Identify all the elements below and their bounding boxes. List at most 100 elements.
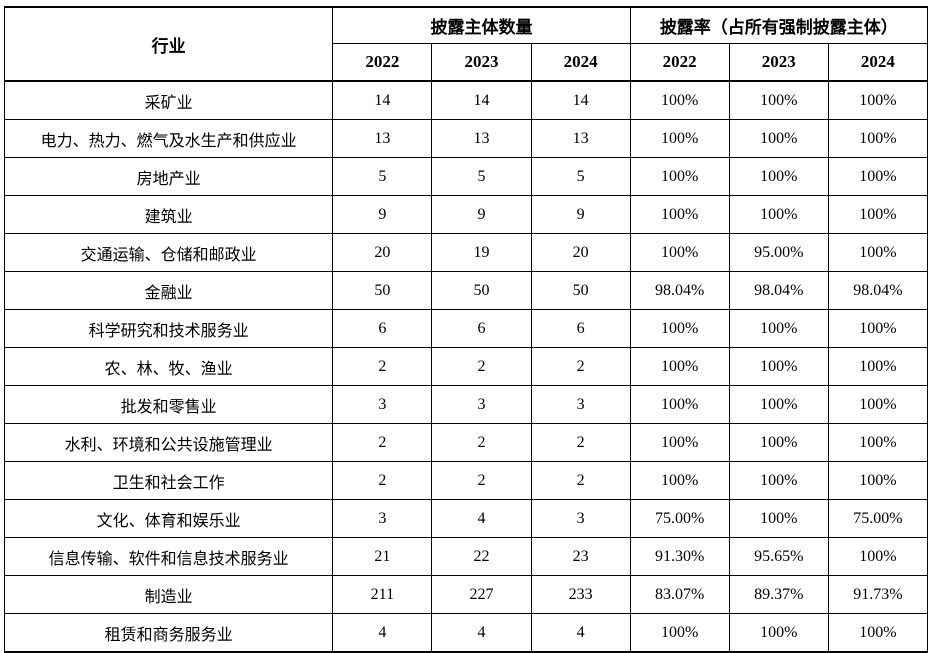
industry-cell: 文化、体育和娱乐业	[3, 499, 334, 538]
count-cell: 2	[530, 461, 631, 500]
table-row: 信息传输、软件和信息技术服务业 21 22 23 91.30% 95.65% 100%	[3, 537, 929, 576]
rate-cell: 91.73%	[827, 575, 929, 614]
header-count-year: 2024	[530, 43, 631, 82]
header-row-years: 2022 2023 2024 2022 2023 2024	[5, 43, 929, 82]
count-cell: 14	[530, 80, 631, 120]
industry-cell: 制造业	[3, 575, 334, 614]
count-cell: 2	[530, 347, 631, 386]
table-row: 卫生和社会工作 2 2 2 100% 100% 100%	[3, 461, 929, 500]
industry-cell: 水利、环境和公共设施管理业	[3, 423, 334, 462]
rate-cell: 100%	[728, 157, 829, 196]
rate-cell: 100%	[728, 461, 829, 500]
table-row: 科学研究和技术服务业 6 6 6 100% 100% 100%	[3, 309, 929, 348]
count-cell: 13	[530, 119, 631, 158]
header-rate-year: 2024	[827, 43, 929, 82]
table-row: 文化、体育和娱乐业 3 4 3 75.00% 100% 75.00%	[3, 499, 929, 538]
count-cell: 19	[431, 233, 532, 272]
count-cell: 14	[332, 80, 433, 120]
rate-cell: 100%	[827, 461, 929, 500]
rate-cell: 100%	[629, 309, 730, 348]
industry-cell: 交通运输、仓储和邮政业	[3, 233, 334, 272]
rate-cell: 95.00%	[728, 233, 829, 272]
disclosure-table: 行业 披露主体数量 披露率（占所有强制披露主体） 2022 2023 2024 …	[3, 6, 929, 653]
header-industry: 行业	[3, 6, 334, 82]
industry-cell: 科学研究和技术服务业	[3, 309, 334, 348]
rate-cell: 100%	[827, 80, 929, 120]
rate-cell: 100%	[728, 423, 829, 462]
industry-cell: 批发和零售业	[3, 385, 334, 424]
table-row: 采矿业 14 14 14 100% 100% 100%	[3, 80, 929, 120]
industry-cell: 电力、热力、燃气及水生产和供应业	[3, 119, 334, 158]
header-rate-year: 2022	[629, 43, 730, 82]
table-header: 行业 披露主体数量 披露率（占所有强制披露主体） 2022 2023 2024 …	[3, 6, 929, 82]
count-cell: 50	[332, 271, 433, 310]
rate-cell: 100%	[827, 423, 929, 462]
count-cell: 21	[332, 537, 433, 576]
rate-cell: 100%	[827, 613, 929, 653]
count-cell: 9	[530, 195, 631, 234]
table-row: 制造业 211 227 233 83.07% 89.37% 91.73%	[3, 575, 929, 614]
count-cell: 211	[332, 575, 433, 614]
header-count-year: 2022	[332, 43, 433, 82]
table-row: 农、林、牧、渔业 2 2 2 100% 100% 100%	[3, 347, 929, 386]
table-row: 金融业 50 50 50 98.04% 98.04% 98.04%	[3, 271, 929, 310]
rate-cell: 100%	[827, 385, 929, 424]
industry-cell: 租赁和商务服务业	[3, 613, 334, 653]
rate-cell: 100%	[629, 347, 730, 386]
rate-cell: 100%	[728, 80, 829, 120]
rate-cell: 75.00%	[827, 499, 929, 538]
rate-cell: 100%	[827, 309, 929, 348]
count-cell: 6	[332, 309, 433, 348]
count-cell: 22	[431, 537, 532, 576]
rate-cell: 100%	[728, 385, 829, 424]
rate-cell: 100%	[629, 119, 730, 158]
table-row: 建筑业 9 9 9 100% 100% 100%	[3, 195, 929, 234]
count-cell: 4	[530, 613, 631, 653]
count-cell: 2	[332, 347, 433, 386]
rate-cell: 100%	[827, 233, 929, 272]
rate-cell: 100%	[827, 157, 929, 196]
header-rate-year: 2023	[728, 43, 829, 82]
rate-cell: 83.07%	[629, 575, 730, 614]
rate-cell: 100%	[629, 613, 730, 653]
rate-cell: 98.04%	[728, 271, 829, 310]
rate-cell: 100%	[629, 80, 730, 120]
industry-cell: 采矿业	[3, 80, 334, 120]
rate-cell: 100%	[728, 195, 829, 234]
count-cell: 4	[431, 499, 532, 538]
count-cell: 227	[431, 575, 532, 614]
rate-cell: 75.00%	[629, 499, 730, 538]
industry-cell: 房地产业	[3, 157, 334, 196]
rate-cell: 100%	[629, 423, 730, 462]
count-cell: 2	[332, 423, 433, 462]
header-count-year: 2023	[431, 43, 532, 82]
table-row: 租赁和商务服务业 4 4 4 100% 100% 100%	[3, 613, 929, 653]
rate-cell: 89.37%	[728, 575, 829, 614]
count-cell: 20	[530, 233, 631, 272]
count-cell: 50	[431, 271, 532, 310]
count-cell: 3	[332, 385, 433, 424]
count-cell: 2	[332, 461, 433, 500]
rate-cell: 100%	[629, 195, 730, 234]
rate-cell: 91.30%	[629, 537, 730, 576]
count-cell: 5	[431, 157, 532, 196]
rate-cell: 100%	[629, 385, 730, 424]
table-row: 批发和零售业 3 3 3 100% 100% 100%	[3, 385, 929, 424]
count-cell: 5	[530, 157, 631, 196]
rate-cell: 100%	[728, 613, 829, 653]
rate-cell: 100%	[827, 347, 929, 386]
rate-cell: 98.04%	[827, 271, 929, 310]
count-cell: 4	[431, 613, 532, 653]
table-row: 电力、热力、燃气及水生产和供应业 13 13 13 100% 100% 100%	[3, 119, 929, 158]
count-cell: 9	[431, 195, 532, 234]
industry-cell: 卫生和社会工作	[3, 461, 334, 500]
count-cell: 9	[332, 195, 433, 234]
industry-cell: 信息传输、软件和信息技术服务业	[3, 537, 334, 576]
table-row: 房地产业 5 5 5 100% 100% 100%	[3, 157, 929, 196]
count-cell: 3	[530, 499, 631, 538]
rate-cell: 100%	[827, 195, 929, 234]
rate-cell: 100%	[728, 499, 829, 538]
rate-cell: 98.04%	[629, 271, 730, 310]
count-cell: 2	[431, 347, 532, 386]
count-cell: 2	[431, 461, 532, 500]
